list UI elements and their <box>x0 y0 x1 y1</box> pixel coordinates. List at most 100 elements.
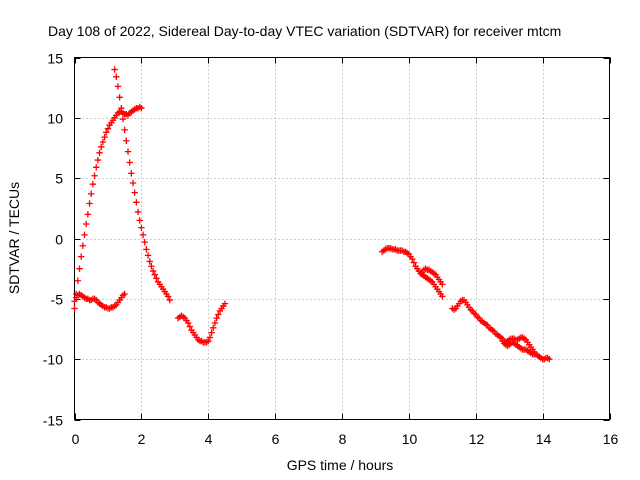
data-point <box>211 319 219 327</box>
x-tick-label: 10 <box>402 431 418 447</box>
series-track-7 <box>449 296 553 363</box>
x-tick-label: 12 <box>469 431 485 447</box>
data-point <box>131 189 138 196</box>
data-point <box>206 334 214 341</box>
data-point <box>81 231 88 239</box>
data-point <box>133 199 140 206</box>
data-point <box>114 83 122 90</box>
data-point <box>89 181 97 188</box>
data-point <box>84 211 92 218</box>
data-point <box>129 179 137 187</box>
data-point <box>532 351 540 358</box>
data-point <box>410 259 418 266</box>
data-point <box>546 355 553 363</box>
data-point <box>134 208 142 216</box>
y-tick-label: 15 <box>47 51 63 67</box>
x-tick-label: 2 <box>138 431 146 447</box>
series-track-5 <box>378 244 446 300</box>
x-tick-label: 4 <box>205 431 213 447</box>
series-track-1 <box>71 103 145 312</box>
data-point <box>91 172 98 179</box>
data-point <box>439 281 446 288</box>
data-point <box>128 170 135 177</box>
x-tick-label: 0 <box>72 431 80 447</box>
y-tick-labels: -15 -10 -5 0 5 10 15 <box>43 51 63 429</box>
data-point <box>113 73 120 81</box>
series-track-4 <box>174 300 229 346</box>
data-point <box>144 252 152 259</box>
data-point <box>136 217 143 224</box>
y-tick-label: 10 <box>47 111 63 127</box>
data-point <box>118 104 125 112</box>
data-point <box>111 66 118 73</box>
axis-ticks <box>74 57 611 421</box>
data-point <box>149 267 157 275</box>
data-point <box>116 94 123 101</box>
data-point <box>93 164 100 171</box>
data-point <box>77 253 85 260</box>
data-point <box>104 125 112 132</box>
data-point <box>213 314 220 322</box>
data-point <box>101 133 108 141</box>
data-point <box>119 115 127 123</box>
y-tick-label: -15 <box>43 413 63 429</box>
data-point <box>166 296 173 304</box>
series-track-6 <box>419 265 446 288</box>
data-point <box>221 300 229 307</box>
x-tick-label: 16 <box>603 431 619 447</box>
data-point <box>138 104 145 112</box>
x-tick-label: 8 <box>339 431 347 447</box>
data-point <box>164 293 172 300</box>
data-point <box>141 238 148 246</box>
data-point <box>210 324 217 331</box>
data-point <box>123 137 130 144</box>
x-tick-labels: 0 2 4 6 8 10 12 14 16 <box>72 431 619 447</box>
y-tick-label: 5 <box>55 171 63 187</box>
plot-frame <box>74 57 610 420</box>
data-point <box>98 143 105 150</box>
data-point <box>208 329 215 336</box>
data-point <box>96 149 103 157</box>
data-point <box>409 255 416 263</box>
data-point <box>186 323 194 330</box>
y-tick-label: -5 <box>51 292 64 308</box>
data-point <box>124 148 132 155</box>
data-point <box>151 271 158 278</box>
data-point <box>148 263 155 270</box>
y-tick-label: 0 <box>55 232 63 248</box>
data-point <box>103 129 110 136</box>
data-point <box>86 200 93 207</box>
data-point <box>121 290 128 298</box>
series-track-2 <box>71 290 128 312</box>
data-point <box>138 224 145 231</box>
data-point <box>439 293 446 300</box>
data-point <box>146 258 153 265</box>
data-series <box>71 66 553 363</box>
x-tick-label: 14 <box>536 431 552 447</box>
data-point <box>153 275 160 282</box>
data-point <box>99 138 107 146</box>
data-point <box>184 319 192 327</box>
y-axis-label: SDTVAR / TECUs <box>6 182 22 294</box>
data-point <box>143 246 150 253</box>
data-point <box>121 126 128 134</box>
data-point <box>88 190 95 198</box>
chart-title: Day 108 of 2022, Sidereal Day-to-day VTE… <box>48 23 561 39</box>
data-point <box>79 242 87 249</box>
data-point <box>76 265 83 272</box>
data-point <box>139 231 147 239</box>
data-point <box>71 298 78 305</box>
data-point <box>71 305 78 312</box>
x-tick-label: 6 <box>272 431 280 447</box>
data-point <box>215 311 222 318</box>
data-point <box>205 337 212 345</box>
data-point <box>83 220 90 228</box>
data-point <box>94 156 102 164</box>
x-axis-label: GPS time / hours <box>287 457 394 473</box>
grid <box>74 57 610 420</box>
data-point <box>74 277 82 284</box>
y-tick-label: -10 <box>43 352 63 368</box>
series-track-3 <box>111 66 173 304</box>
data-point <box>126 159 133 166</box>
